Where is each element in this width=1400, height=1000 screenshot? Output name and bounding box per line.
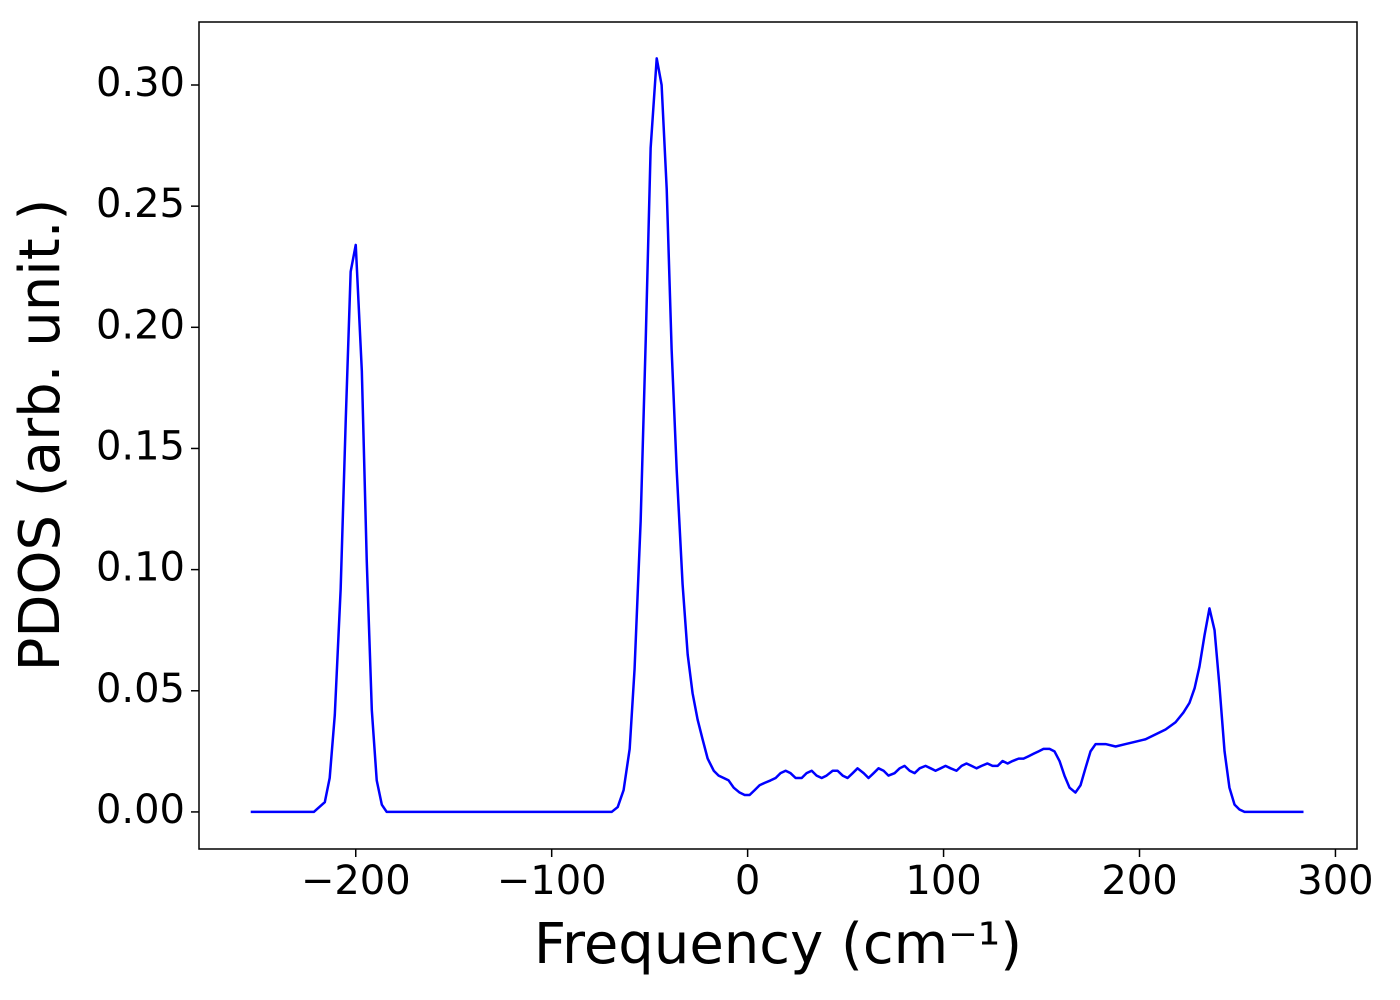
y-tick-label: 0.10: [96, 545, 185, 591]
y-tick-label: 0.30: [96, 60, 185, 106]
y-axis-label: PDOS (arb. unit.): [8, 199, 73, 672]
x-tick-label: 300: [1297, 858, 1373, 904]
y-tick-label: 0.15: [96, 423, 185, 469]
x-axis-label: Frequency (cm⁻¹): [534, 912, 1022, 977]
x-tick-label: −200: [301, 858, 411, 904]
y-tick-label: 0.20: [96, 302, 185, 348]
y-tick-label: 0.00: [96, 787, 185, 833]
y-tick-label: 0.25: [96, 181, 185, 227]
x-tick-label: 100: [905, 858, 981, 904]
y-tick-label: 0.05: [96, 666, 185, 712]
plot-frame: [198, 21, 1358, 850]
x-tick-label: −100: [497, 858, 607, 904]
data-line: [250, 57, 1304, 814]
x-tick-label: 0: [735, 858, 760, 904]
x-tick-label: 200: [1101, 858, 1177, 904]
